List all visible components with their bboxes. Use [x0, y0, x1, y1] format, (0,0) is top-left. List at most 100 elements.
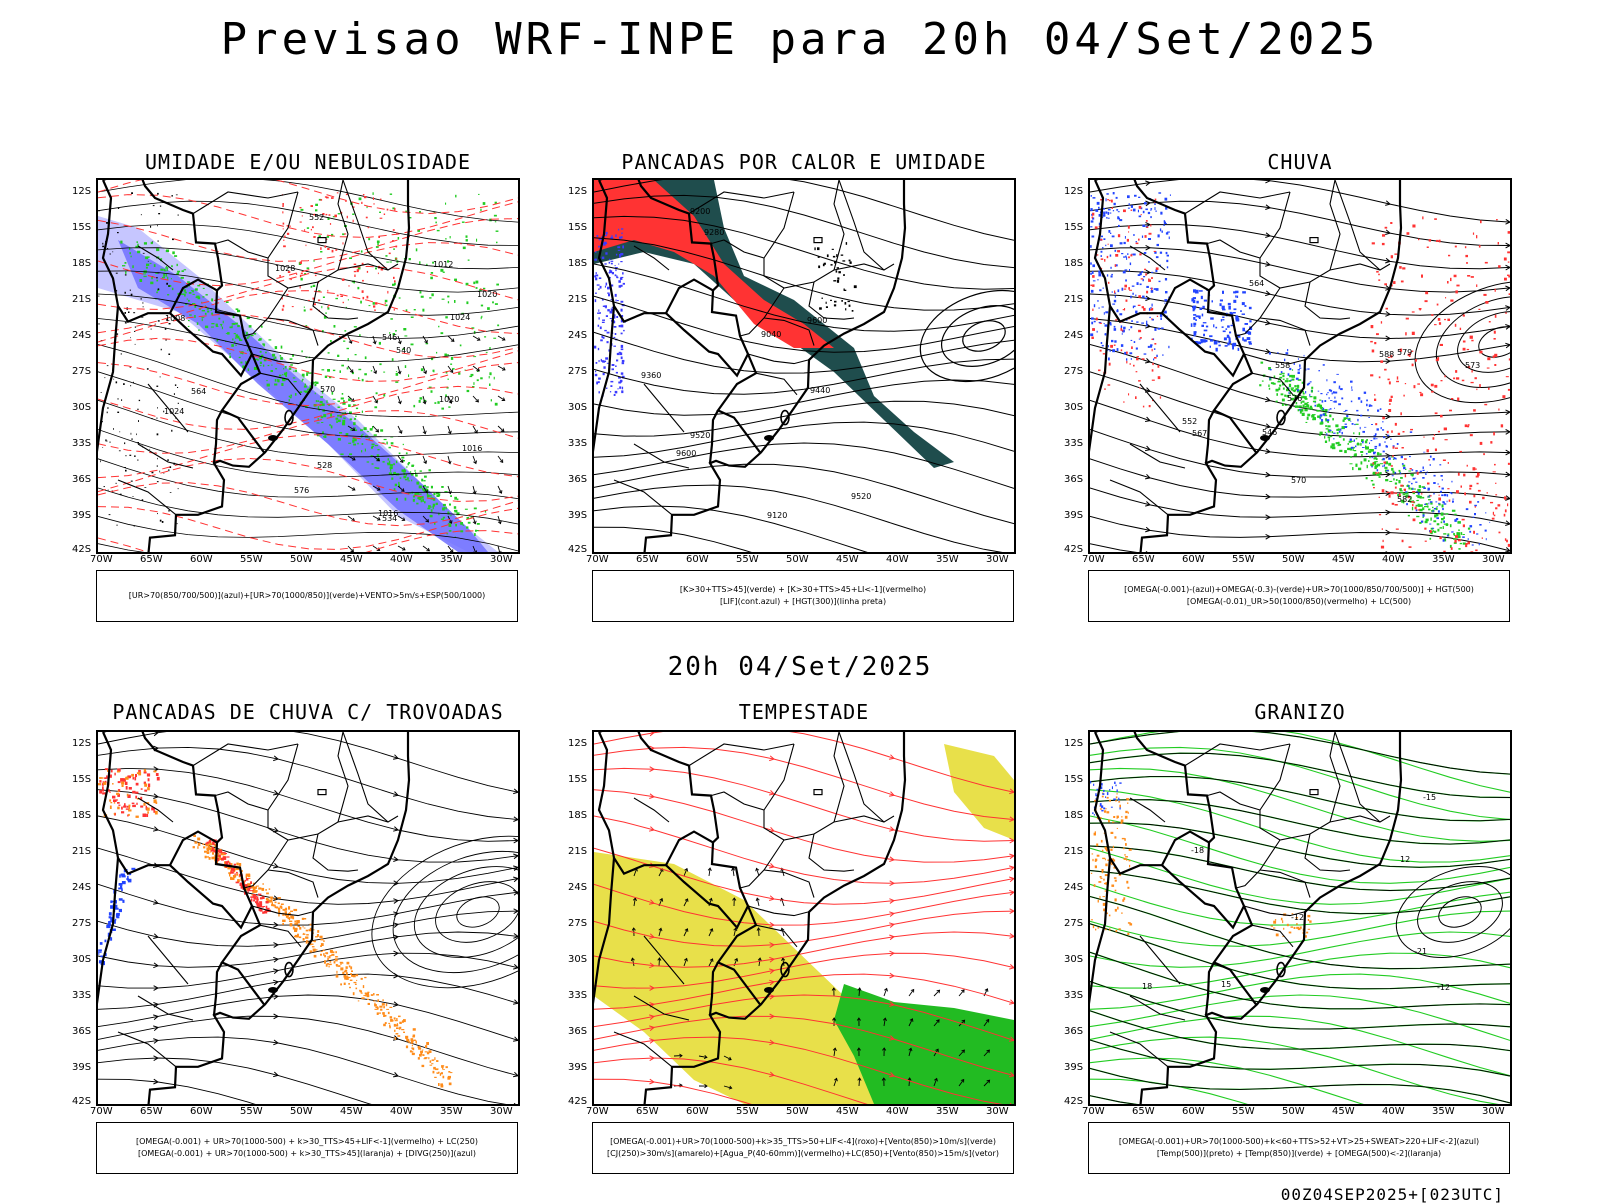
contour-label: 9600 — [676, 449, 696, 458]
lon-tick-label: 45W — [1332, 554, 1355, 565]
lon-tick-label: 40W — [886, 554, 909, 565]
lon-tick-label: 50W — [1282, 554, 1305, 565]
lat-tick-label: 36S — [1064, 1026, 1083, 1037]
contour-label: 579 — [1397, 348, 1412, 357]
lat-tick-label: 15S — [568, 774, 587, 785]
lat-tick-label: 36S — [568, 1026, 587, 1037]
lon-tick-label: 35W — [1432, 554, 1455, 565]
lat-tick-label: 12S — [1064, 186, 1083, 197]
contour-label: 1016 — [462, 444, 482, 453]
lat-tick-label: 24S — [568, 882, 587, 893]
lat-tick-label: 21S — [72, 294, 91, 305]
legend-line: [OMEGA(-0.001)-(azul)+OMEGA(-0.3)-(verde… — [1089, 584, 1509, 596]
lon-tick-label: 70W — [90, 1106, 113, 1117]
legend-line: [K>30+TTS>45](verde) + [K>30+TTS>45+LI<-… — [593, 584, 1013, 596]
lat-tick-label: 24S — [1064, 330, 1083, 341]
lon-tick-label: 30W — [986, 554, 1009, 565]
lat-tick-label: 24S — [1064, 882, 1083, 893]
contour-label: 9360 — [641, 371, 661, 380]
lat-tick-label: 39S — [568, 1062, 587, 1073]
lat-tick-label: 39S — [72, 1062, 91, 1073]
lon-tick-label: 70W — [1082, 554, 1105, 565]
main-title: Previsao WRF-INPE para 20h 04/Set/2025 — [0, 14, 1600, 65]
legend-pancadas-calor: [K>30+TTS>45](verde) + [K>30+TTS>45+LI<-… — [592, 570, 1014, 622]
contour-label: 552 — [1182, 417, 1197, 426]
legend-chuva: [OMEGA(-0.001)-(azul)+OMEGA(-0.3)-(verde… — [1088, 570, 1510, 622]
panel-title-trovoadas: PANCADAS DE CHUVA C/ TROVOADAS — [96, 700, 520, 724]
lat-tick-label: 12S — [72, 186, 91, 197]
lon-tick-label: 30W — [986, 1106, 1009, 1117]
lat-tick-label: 33S — [1064, 438, 1083, 449]
contour-label: 576 — [294, 486, 309, 495]
lon-tick-label: 35W — [936, 554, 959, 565]
lon-tick-label: 55W — [1232, 1106, 1255, 1117]
lat-tick-label: 21S — [72, 846, 91, 857]
lon-tick-label: 45W — [836, 554, 859, 565]
lat-tick-label: 39S — [72, 510, 91, 521]
lon-tick-label: 60W — [1182, 554, 1205, 565]
contour-label: 570 — [320, 385, 335, 394]
contour-label: 567 — [1192, 429, 1207, 438]
contour-label: 570 — [1291, 476, 1306, 485]
lat-tick-label: 33S — [72, 438, 91, 449]
contour-label: 528 — [317, 461, 332, 470]
lat-tick-label: 39S — [1064, 1062, 1083, 1073]
lat-tick-label: 42S — [1064, 544, 1083, 555]
legend-line: [CJ(250)>30m/s](amarelo)+[Agua_P(40-60mm… — [593, 1148, 1013, 1160]
contour-label: 540 — [396, 346, 411, 355]
lat-tick-label: 12S — [1064, 738, 1083, 749]
lon-tick-label: 65W — [636, 1106, 659, 1117]
lat-tick-label: 42S — [72, 1096, 91, 1107]
lat-tick-label: 18S — [1064, 810, 1083, 821]
lat-tick-label: 36S — [568, 474, 587, 485]
contour-label: 9600 — [807, 316, 827, 325]
lon-tick-label: 40W — [390, 1106, 413, 1117]
lon-tick-label: 50W — [1282, 1106, 1305, 1117]
lon-tick-label: 50W — [290, 554, 313, 565]
contour-label: 12 — [1400, 855, 1410, 864]
lat-tick-label: 18S — [1064, 258, 1083, 269]
contour-label: 552 — [309, 213, 324, 222]
lon-tick-label: 65W — [1132, 1106, 1155, 1117]
contour-label: -21 — [1414, 947, 1427, 956]
lat-tick-label: 27S — [568, 366, 587, 377]
lat-tick-label: 24S — [568, 330, 587, 341]
panel-title-pancadas-calor: PANCADAS POR CALOR E UMIDADE — [592, 150, 1016, 174]
lon-tick-label: 40W — [886, 1106, 909, 1117]
lat-tick-label: 30S — [72, 954, 91, 965]
lon-tick-label: 45W — [340, 1106, 363, 1117]
lon-tick-label: 35W — [1432, 1106, 1455, 1117]
lat-tick-label: 42S — [1064, 1096, 1083, 1107]
lat-tick-label: 18S — [72, 258, 91, 269]
legend-umidade: [UR>70(850/700/500)](azul)+[UR>70(1000/8… — [96, 570, 518, 622]
legend-line: [Temp(500)](preto) + [Temp(850)](verde) … — [1089, 1148, 1509, 1160]
contour-label: 1028 — [275, 264, 295, 273]
lat-tick-label: 33S — [1064, 990, 1083, 1001]
lon-tick-label: 65W — [140, 1106, 163, 1117]
footer-run-time: 00Z04SEP2025+[023UTC] — [1281, 1185, 1504, 1204]
lon-tick-label: 40W — [1382, 554, 1405, 565]
map-trovoadas — [96, 730, 520, 1106]
lat-tick-label: 27S — [1064, 918, 1083, 929]
lat-tick-label: 18S — [568, 810, 587, 821]
contour-label: 546 — [382, 333, 397, 342]
lat-tick-label: 21S — [1064, 846, 1083, 857]
lat-tick-label: 12S — [568, 738, 587, 749]
contour-label: 1024 — [450, 313, 470, 322]
lat-tick-label: 33S — [568, 990, 587, 1001]
contour-label: 582 — [1397, 495, 1412, 504]
lon-tick-label: 60W — [190, 1106, 213, 1117]
contour-label: -18 — [1191, 846, 1204, 855]
lat-tick-label: 27S — [568, 918, 587, 929]
legend-line: [OMEGA(-0.001) + UR>70(1000-500) + k>30_… — [97, 1148, 517, 1160]
lat-tick-label: 21S — [568, 846, 587, 857]
lon-tick-label: 65W — [1132, 554, 1155, 565]
lon-tick-label: 40W — [1382, 1106, 1405, 1117]
lat-tick-label: 21S — [1064, 294, 1083, 305]
lon-tick-label: 60W — [686, 554, 709, 565]
